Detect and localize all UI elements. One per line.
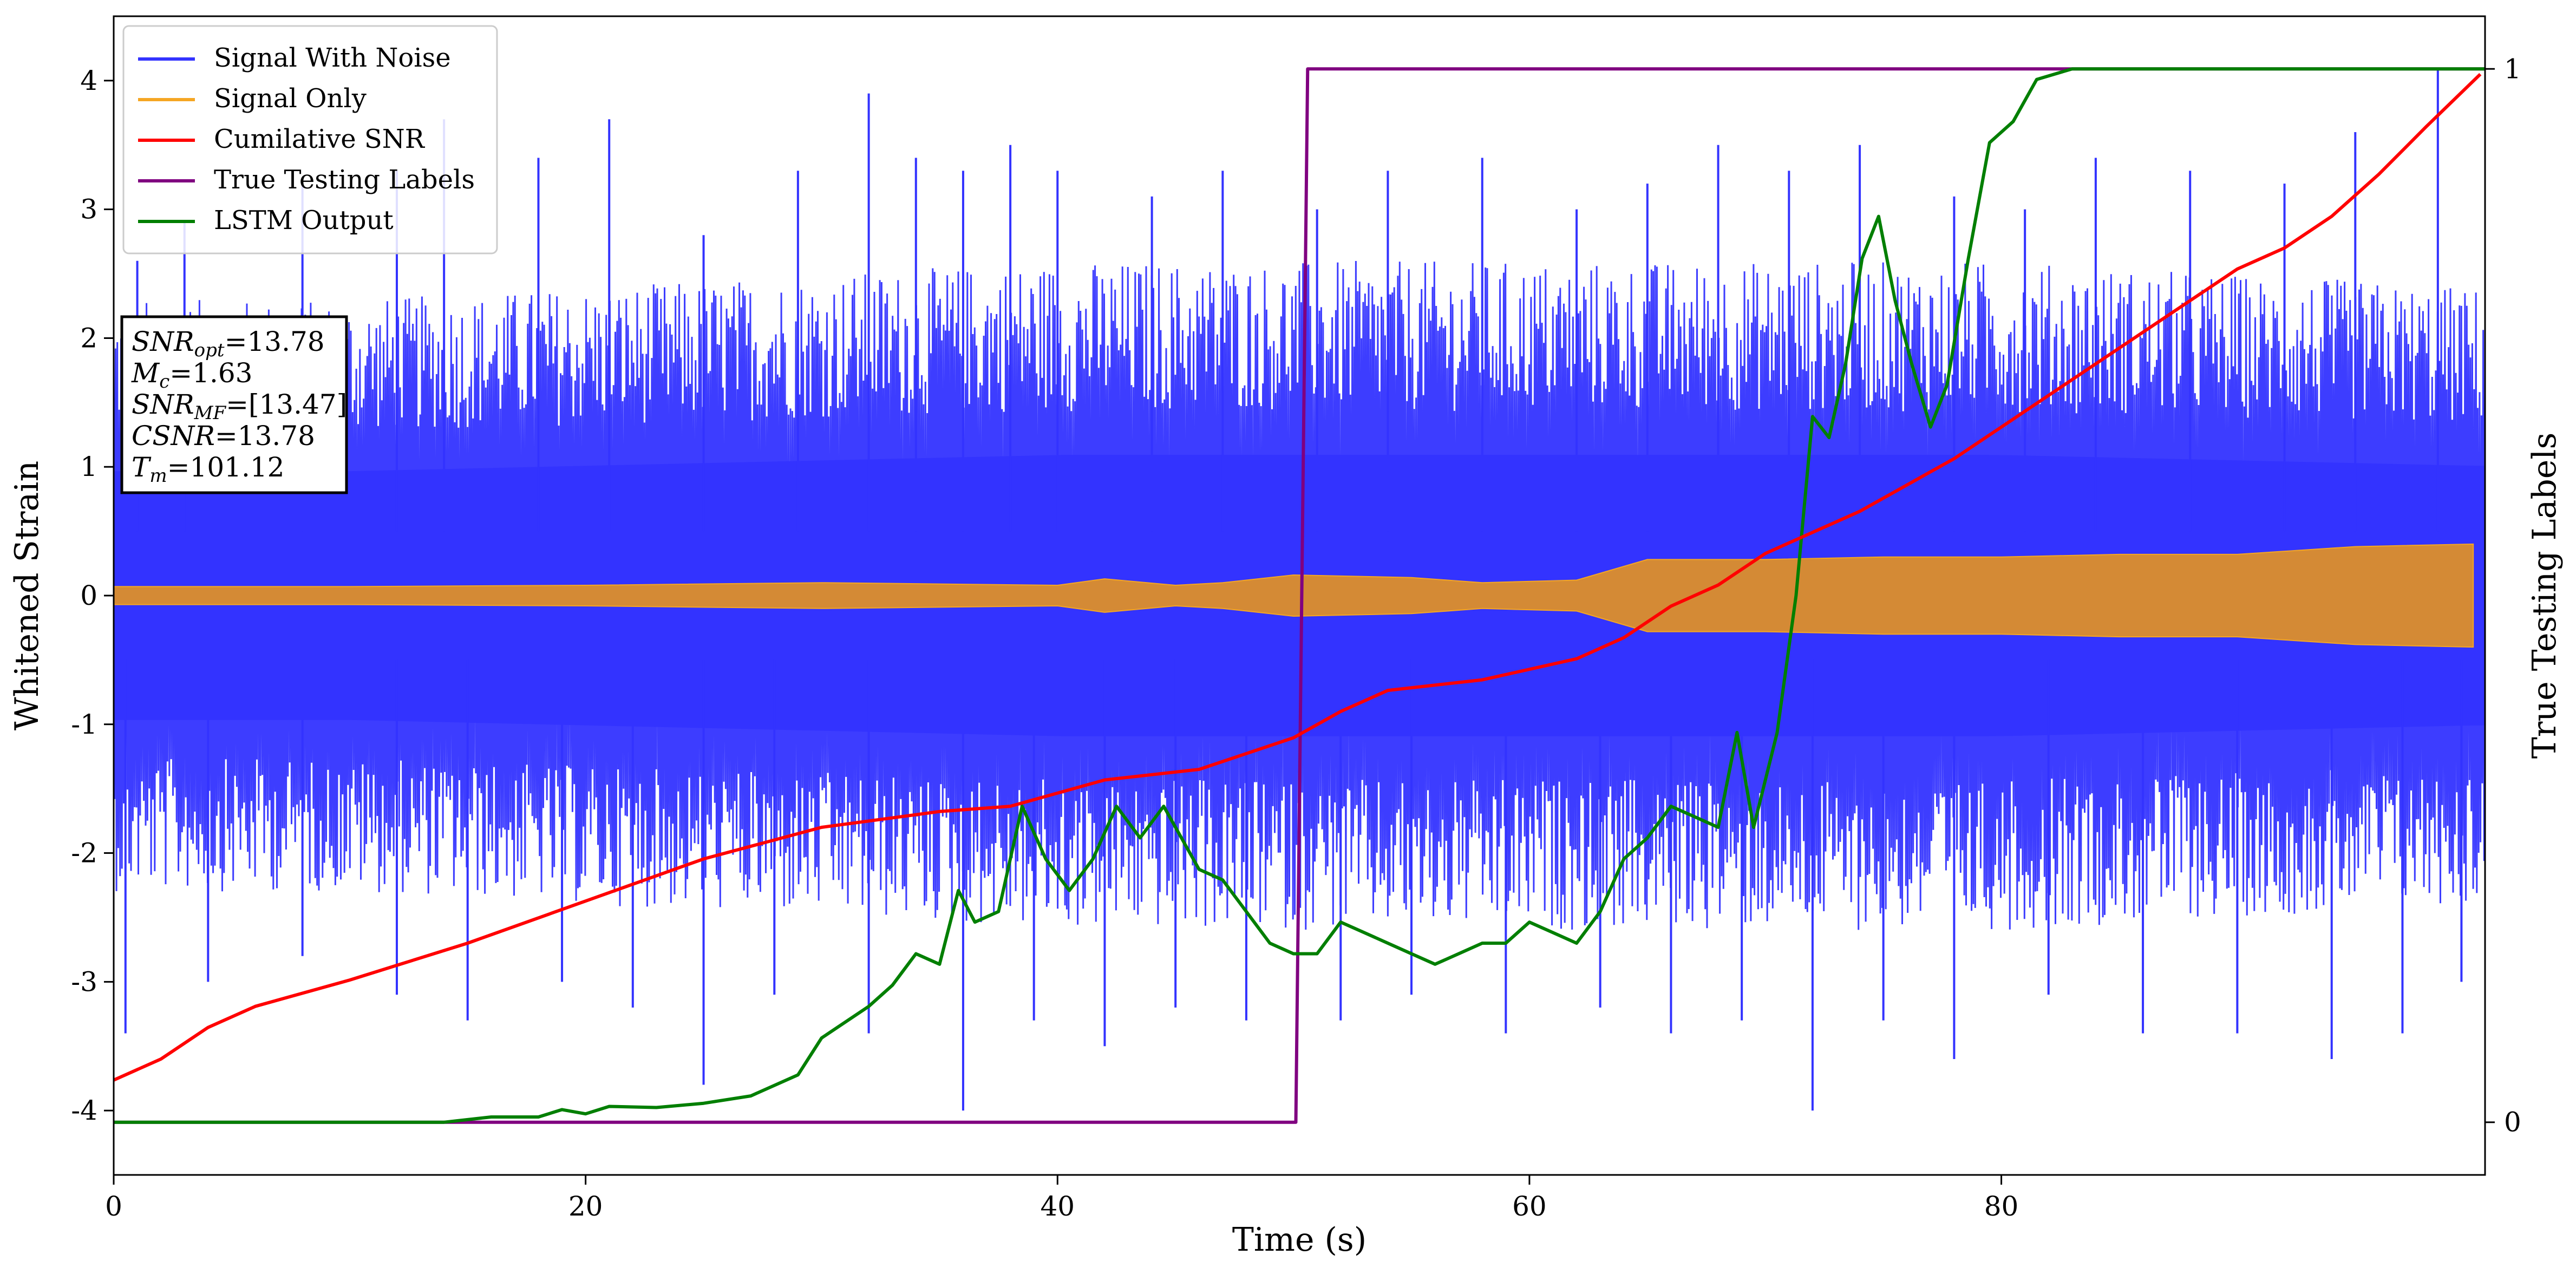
legend-entry-label: Signal With Noise xyxy=(214,43,451,73)
annotation-value: =[13.47] xyxy=(226,389,347,420)
x-tick-label: 20 xyxy=(568,1191,603,1222)
x-tick-label: 0 xyxy=(105,1191,122,1222)
annotation-line: SNRopt=13.78 xyxy=(132,326,325,361)
y-tick-label: 3 xyxy=(80,194,97,225)
y-tick-label: -1 xyxy=(71,709,97,740)
annotation-symbol: SNR xyxy=(132,389,194,420)
x-axis-ticks: 0 20 40 60 80 xyxy=(105,1175,2018,1222)
y-axis-label: Whitened Strain xyxy=(8,461,46,730)
annotation-symbol: M xyxy=(131,357,160,389)
y2-axis-ticks: 01 xyxy=(2485,53,2521,1138)
annotation-symbol: SNR xyxy=(132,326,194,357)
annotation-subscript: c xyxy=(159,371,169,393)
signal-only-layer xyxy=(113,543,2474,648)
y-axis-ticks: -4 -3 -2 -1 0 1 2 3 4 xyxy=(71,65,114,1126)
series-cumulative-snr xyxy=(113,73,2482,1082)
y-tick-label: 4 xyxy=(80,65,97,96)
series-lstm-output xyxy=(114,67,2485,1124)
annotation-frame xyxy=(120,315,348,494)
x-axis-label: Time (s) xyxy=(1232,1221,1367,1259)
x-tick-label: 40 xyxy=(1040,1191,1075,1222)
y-tick-label: 1 xyxy=(80,451,97,482)
legend-frame xyxy=(122,25,498,254)
annotation-line: Mc=1.63 xyxy=(131,357,252,393)
annotation-line: SNRMF=[13.47] xyxy=(132,389,347,424)
series-true-testing-labels xyxy=(114,67,2485,1124)
annotation-symbol: CSNR xyxy=(132,420,215,452)
line-series-layer xyxy=(113,67,2485,1124)
annotation-subscript: opt xyxy=(194,339,225,361)
y2-tick-label: 1 xyxy=(2504,53,2521,84)
y-tick-label: -4 xyxy=(71,1095,97,1126)
y2-axis-label: True Testing Labels xyxy=(2526,433,2564,759)
annotation-line: Tm=101.12 xyxy=(132,452,284,487)
y-tick-label: -2 xyxy=(71,838,97,869)
annotation-value: =13.78 xyxy=(225,326,325,357)
annotation-value: =101.12 xyxy=(167,452,285,483)
series-signal-only xyxy=(113,543,2474,648)
annotation-line: CSNR=13.78 xyxy=(132,420,315,452)
x-tick-label: 80 xyxy=(1984,1191,2019,1222)
annotation-value: =13.78 xyxy=(215,420,315,452)
y-tick-label: -3 xyxy=(71,966,97,997)
legend-entry-label: LSTM Output xyxy=(214,205,394,236)
stats-annotation-box: SNRopt=13.78Mc=1.63SNRMF=[13.47]CSNR=13.… xyxy=(120,315,348,494)
annotation-subscript: MF xyxy=(194,402,227,424)
legend-entry-label: Signal Only xyxy=(214,83,367,114)
annotation-value: =1.63 xyxy=(169,357,252,389)
annotation-subscript: m xyxy=(149,465,167,487)
y2-tick-label: 0 xyxy=(2504,1107,2521,1138)
legend-entry-label: True Testing Labels xyxy=(214,165,475,195)
annotation-symbol: T xyxy=(132,452,152,483)
x-tick-label: 60 xyxy=(1512,1191,1547,1222)
y-tick-label: 0 xyxy=(80,580,97,611)
legend-entry-label: Cumilative SNR xyxy=(214,124,426,154)
legend: Signal With Noise Signal Only Cumilative S… xyxy=(122,25,498,254)
y-tick-label: 2 xyxy=(80,322,97,354)
